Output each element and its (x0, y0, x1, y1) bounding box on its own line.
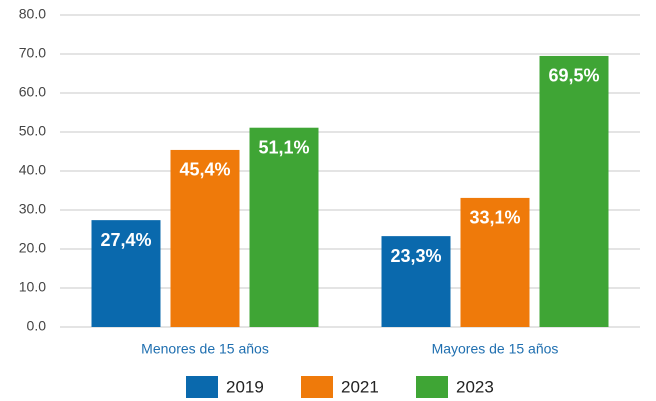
bar (249, 127, 319, 328)
y-tick-label: 0.0 (27, 318, 47, 334)
value-label: 23,3% (390, 246, 441, 266)
x-tick-label: Mayores de 15 años (432, 341, 559, 357)
legend-label: 2019 (226, 377, 264, 396)
value-label: 45,4% (179, 160, 230, 180)
y-tick-label: 80.0 (19, 6, 46, 22)
legend-swatch (186, 376, 218, 398)
y-tick-label: 50.0 (19, 123, 46, 139)
legend-swatch (416, 376, 448, 398)
y-tick-label: 60.0 (19, 84, 46, 100)
x-tick-label: Menores de 15 años (141, 341, 269, 357)
value-label: 33,1% (469, 208, 520, 228)
bar (170, 149, 240, 327)
y-tick-label: 70.0 (19, 45, 46, 61)
legend-label: 2023 (456, 377, 494, 396)
y-tick-label: 30.0 (19, 201, 46, 217)
y-tick-label: 40.0 (19, 162, 46, 178)
value-label: 51,1% (258, 137, 309, 157)
legend-label: 2021 (341, 377, 379, 396)
y-tick-label: 20.0 (19, 240, 46, 256)
bar (381, 236, 451, 327)
legend-swatch (301, 376, 333, 398)
bar (460, 197, 530, 327)
value-label: 69,5% (548, 66, 599, 86)
y-tick-label: 10.0 (19, 279, 46, 295)
bar (91, 220, 161, 327)
bar (539, 55, 609, 327)
value-label: 27,4% (100, 230, 151, 250)
